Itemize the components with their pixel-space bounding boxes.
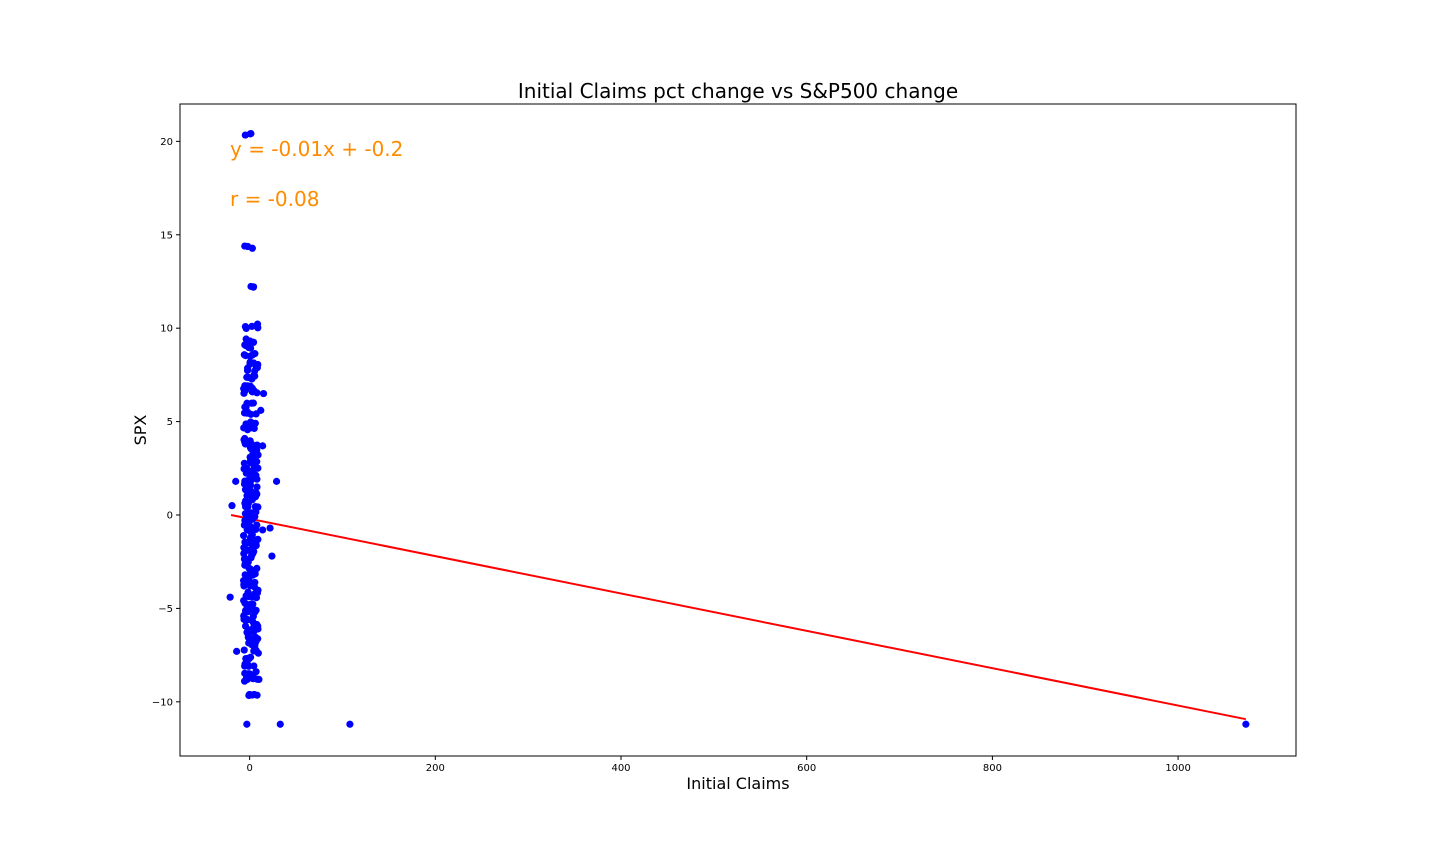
data-point — [259, 442, 267, 450]
data-point — [253, 483, 261, 491]
data-point — [248, 443, 256, 451]
data-point — [249, 675, 257, 683]
data-point — [246, 581, 254, 589]
data-point — [246, 352, 254, 360]
data-point — [251, 450, 259, 458]
y-tick-label: −5 — [158, 604, 173, 615]
data-point — [233, 647, 241, 655]
data-point — [241, 403, 249, 411]
x-tick-label: 400 — [611, 763, 630, 774]
plot-area-frame — [179, 103, 1297, 757]
data-point — [244, 242, 252, 251]
data-point — [250, 662, 258, 670]
data-point — [268, 552, 276, 560]
data-point — [245, 475, 254, 484]
data-point — [248, 322, 256, 330]
data-point — [247, 552, 256, 560]
data-point — [250, 372, 258, 380]
correlation-annotation: r = -0.08 — [230, 187, 319, 211]
data-point — [276, 720, 284, 728]
x-tick-label: 200 — [426, 763, 445, 774]
data-point — [243, 373, 251, 381]
regression-equation-annotation: y = -0.01x + -0.2 — [230, 137, 403, 161]
data-point — [253, 364, 261, 372]
data-point — [244, 558, 252, 566]
data-point — [248, 641, 256, 649]
data-point — [245, 690, 254, 699]
data-point — [241, 440, 249, 448]
data-point — [243, 426, 252, 434]
data-point — [246, 344, 255, 352]
fit-line-layer — [230, 514, 1247, 721]
y-tick-label: 10 — [160, 324, 173, 335]
data-point — [250, 387, 258, 395]
y-tick-label: −10 — [152, 697, 173, 708]
data-point — [246, 130, 254, 138]
data-point — [252, 410, 260, 418]
data-point — [232, 477, 240, 485]
data-point — [259, 389, 268, 398]
data-point — [243, 720, 251, 728]
data-point — [242, 674, 251, 682]
data-point — [250, 424, 258, 433]
x-tick-label: 1000 — [1165, 763, 1190, 774]
data-point — [253, 475, 261, 483]
data-point — [240, 351, 248, 359]
data-point — [259, 526, 267, 534]
data-point — [243, 409, 251, 417]
data-point — [272, 477, 281, 485]
data-point — [266, 524, 274, 532]
data-point — [243, 526, 251, 534]
data-point — [242, 654, 250, 663]
data-point — [244, 608, 252, 616]
data-point — [241, 660, 249, 668]
data-point — [1242, 720, 1250, 728]
y-tick-label: 5 — [167, 417, 173, 428]
data-point — [245, 518, 253, 526]
data-point — [240, 596, 248, 605]
data-point — [346, 720, 354, 728]
data-point — [251, 570, 259, 578]
data-point — [226, 593, 234, 601]
y-tick-label: 15 — [160, 230, 173, 241]
data-point — [245, 490, 253, 498]
data-point — [240, 646, 248, 654]
tick-layer: 0 200 400 600 800 1000 −10 −5 0 5 10 15 20 — [152, 137, 1191, 774]
y-tick-label: 0 — [167, 511, 173, 522]
regression-line — [230, 514, 1247, 721]
x-tick-label: 800 — [983, 763, 1002, 774]
data-point — [244, 633, 252, 641]
data-point — [228, 502, 236, 510]
x-tick-label: 0 — [246, 763, 252, 774]
chart-title: Initial Claims pct change vs S&P500 chan… — [518, 79, 958, 103]
x-axis-label: Initial Claims — [686, 774, 789, 793]
data-point — [253, 587, 261, 595]
x-tick-label: 600 — [797, 763, 816, 774]
data-point — [254, 324, 262, 332]
data-point — [240, 532, 248, 540]
data-point — [240, 389, 248, 397]
data-point — [245, 592, 253, 601]
data-point — [253, 691, 261, 699]
data-point — [241, 502, 250, 511]
data-point — [241, 622, 250, 630]
data-point — [254, 649, 262, 657]
data-point — [247, 399, 256, 407]
data-point — [244, 364, 252, 372]
y-axis-label: SPX — [131, 415, 150, 446]
data-point — [240, 615, 248, 623]
data-point — [254, 464, 262, 472]
data-point — [240, 581, 248, 589]
points-layer — [226, 130, 1250, 728]
data-point — [241, 322, 249, 331]
data-point — [249, 283, 258, 291]
y-tick-label: 20 — [160, 137, 173, 148]
